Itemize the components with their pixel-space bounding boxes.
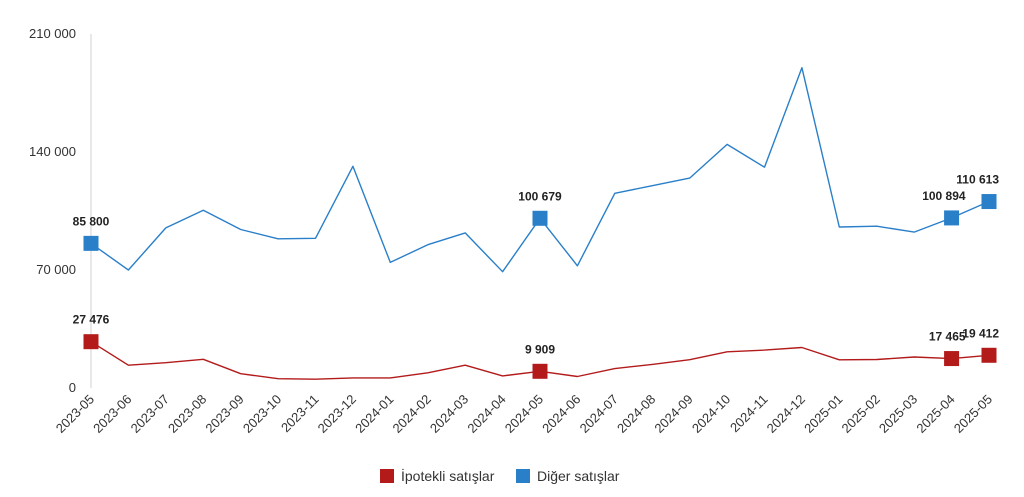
data-label: 110 613 (956, 173, 999, 187)
x-tick-label: 2025-01 (801, 392, 845, 436)
x-tick-label: 2025-05 (951, 392, 995, 436)
y-axis: 0 70 000 140 000 210 000 (29, 26, 92, 395)
y-tick-label: 70 000 (36, 262, 76, 277)
y-tick-label: 0 (69, 380, 76, 395)
x-tick-label: 2023-09 (202, 392, 246, 436)
x-tick-label: 2023-10 (240, 392, 284, 436)
data-marker (532, 210, 548, 226)
legend-label: İpotekli satışlar (401, 467, 495, 484)
data-label: 100 894 (922, 189, 966, 203)
legend-swatch (516, 469, 530, 483)
x-tick-label: 2024-01 (352, 392, 396, 436)
x-tick-label: 2024-09 (651, 392, 695, 436)
x-axis: 2023-052023-062023-072023-082023-092023-… (53, 392, 995, 436)
x-tick-label: 2023-06 (90, 392, 134, 436)
data-markers (83, 194, 997, 379)
x-tick-label: 2024-07 (577, 392, 621, 436)
data-label: 27 476 (73, 313, 110, 327)
legend: İpotekli satışlar Diğer satışlar (380, 467, 620, 484)
x-tick-label: 2025-02 (839, 392, 883, 436)
x-tick-label: 2023-08 (165, 392, 209, 436)
data-marker (532, 363, 548, 379)
x-tick-label: 2024-03 (427, 392, 471, 436)
data-marker (981, 194, 997, 210)
legend-swatch (380, 469, 394, 483)
x-tick-label: 2024-12 (764, 392, 808, 436)
x-tick-label: 2024-05 (502, 392, 546, 436)
x-tick-label: 2024-08 (614, 392, 658, 436)
data-marker (944, 210, 960, 226)
x-tick-label: 2023-11 (278, 392, 322, 436)
x-tick-label: 2023-12 (315, 392, 359, 436)
x-tick-label: 2023-07 (128, 392, 172, 436)
data-label: 100 679 (518, 189, 562, 203)
series-line-1 (90, 66, 990, 273)
x-tick-label: 2025-03 (876, 392, 920, 436)
data-label: 19 412 (962, 326, 999, 340)
data-label: 85 800 (73, 214, 110, 228)
x-tick-label: 2024-04 (464, 392, 508, 436)
x-tick-label: 2024-11 (727, 392, 771, 436)
x-tick-label: 2024-06 (539, 392, 583, 436)
data-label: 17 465 (929, 330, 966, 344)
legend-label: Diğer satışlar (537, 468, 620, 484)
x-tick-label: 2025-04 (913, 392, 957, 436)
x-tick-label: 2023-05 (53, 392, 97, 436)
data-marker (944, 351, 960, 367)
data-marker (981, 347, 997, 363)
y-tick-label: 140 000 (29, 144, 76, 159)
data-label: 9 909 (525, 342, 555, 356)
x-tick-label: 2024-10 (689, 392, 733, 436)
data-marker (83, 334, 99, 350)
x-tick-label: 2024-02 (390, 392, 434, 436)
y-tick-label: 210 000 (29, 26, 76, 41)
data-marker (83, 235, 99, 251)
